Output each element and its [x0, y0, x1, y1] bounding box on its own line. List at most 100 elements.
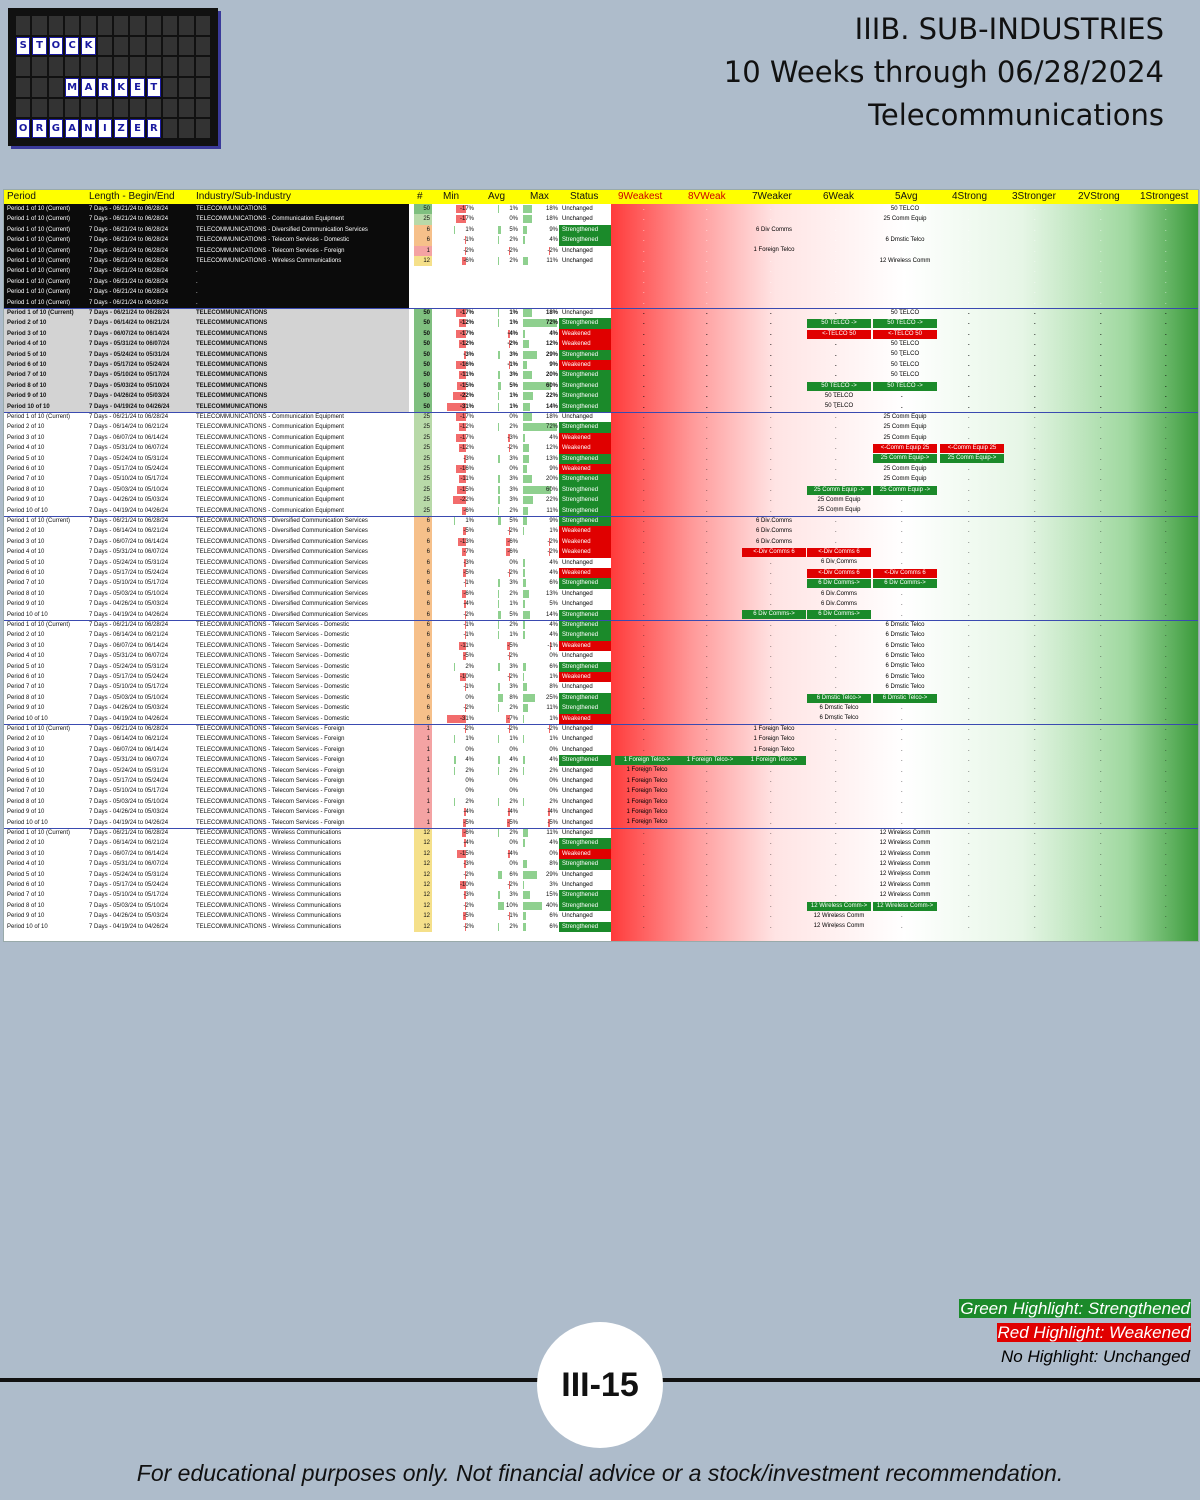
value-bar: [506, 537, 510, 546]
logo-letter: S: [16, 36, 31, 56]
empty-grade-dot: .: [1034, 757, 1036, 764]
empty-grade-dot: .: [1165, 570, 1167, 576]
empty-grade-dot: .: [901, 226, 903, 233]
value-bar: [523, 475, 533, 484]
empty-grade-dot: .: [643, 705, 645, 712]
table-row: Period 8 of 10 7 Days - 05/03/24 to 05/10…: [4, 692, 1198, 704]
length-cell: 7 Days - 06/21/24 to 06/28/24: [89, 206, 169, 212]
empty-grade-dot: .: [706, 674, 708, 680]
empty-grade-dot: .: [835, 268, 837, 275]
empty-grade-dot: .: [835, 372, 837, 379]
industry-cell: TELECOMMUNICATIONS - Wireless Communicat…: [196, 830, 342, 836]
value-bar: [523, 829, 529, 837]
table-row: Period 5 of 10 7 Days - 05/24/24 to 05/31…: [4, 869, 1198, 880]
status-badge: Unchanged: [562, 601, 593, 608]
empty-grade-dot: .: [901, 653, 903, 660]
value-bar: [523, 912, 526, 921]
period-cell: Period 1 of 10 (Current): [7, 258, 71, 264]
period-cell: Period 3 of 10: [7, 538, 45, 545]
count-cell: 50: [414, 370, 432, 381]
length-cell: 7 Days - 05/17/24 to 05/24/24: [89, 882, 169, 888]
logo-tile: [32, 98, 47, 118]
min-cell: -3%: [463, 860, 474, 869]
min-cell: -17%: [434, 329, 474, 339]
empty-grade-dot: .: [643, 310, 645, 316]
value-bar: [508, 444, 510, 453]
empty-grade-dot: .: [643, 268, 645, 275]
value-bar: [523, 558, 525, 567]
empty-grade-dot: .: [968, 663, 970, 670]
value-bar: [498, 423, 500, 432]
empty-grade-dot: .: [706, 601, 708, 608]
empty-grade-dot: .: [1165, 736, 1167, 743]
status-badge: Strengthened: [559, 453, 611, 464]
empty-grade-dot: .: [901, 840, 903, 847]
empty-grade-dot: .: [1165, 289, 1167, 296]
period-cell: Period 8 of 10: [7, 382, 47, 389]
industry-cell: TELECOMMUNICATIONS - Communication Equip…: [196, 445, 344, 452]
empty-grade-dot: .: [770, 882, 772, 888]
empty-grade-dot: .: [770, 778, 772, 784]
avg-cell: 3%: [478, 682, 518, 692]
min-cell: -3%: [463, 350, 474, 359]
empty-grade-dot: .: [706, 882, 708, 888]
value-bar: [498, 891, 500, 900]
industry-cell: TELECOMMUNICATIONS: [196, 310, 268, 316]
empty-grade-dot: .: [643, 840, 645, 847]
length-cell: 7 Days - 04/26/24 to 05/03/24: [89, 601, 169, 608]
empty-grade-dot: .: [1165, 424, 1167, 431]
avg-cell: 1%: [498, 600, 518, 609]
empty-grade-dot: .: [770, 216, 772, 223]
title-line-1: IIIB. SUB-INDUSTRIES: [854, 12, 1164, 46]
empty-grade-dot: .: [1165, 518, 1167, 524]
industry-cell: TELECOMMUNICATIONS - Wireless Communicat…: [196, 913, 342, 920]
empty-grade-dot: .: [1100, 289, 1102, 296]
max-cell: 4%: [522, 235, 558, 245]
logo-letter: A: [81, 77, 96, 97]
col-industry: Industry/Sub-Industry: [196, 191, 292, 202]
value-bar: [464, 891, 466, 900]
avg-cell: 1%: [498, 205, 518, 213]
count-cell: 25: [414, 453, 432, 464]
empty-grade-dot: .: [1034, 393, 1036, 400]
empty-grade-dot: .: [1165, 434, 1167, 441]
empty-grade-dot: .: [706, 216, 708, 223]
empty-grade-dot: .: [835, 289, 837, 296]
logo-tile: [81, 57, 96, 76]
table-row: Period 5 of 10 7 Days - 05/24/24 to 05/31…: [4, 661, 1198, 672]
table-row: Period 4 of 10 7 Days - 05/31/24 to 06/07…: [4, 443, 1198, 454]
max-cell: 4%: [522, 838, 558, 848]
value-bar: [523, 621, 525, 629]
status-badge: Weakened: [559, 443, 611, 454]
logo-tile: [32, 57, 47, 76]
empty-grade-dot: .: [1034, 455, 1036, 462]
length-cell: 7 Days - 05/24/24 to 05/31/24: [89, 871, 169, 878]
count-cell: 50: [414, 391, 432, 402]
empty-grade-dot: .: [1034, 237, 1036, 244]
empty-grade-dot: .: [1100, 258, 1102, 264]
empty-grade-dot: .: [1100, 736, 1102, 743]
empty-grade-dot: .: [1165, 528, 1167, 535]
value-bar: [523, 756, 525, 765]
status-badge: Weakened: [559, 339, 611, 350]
grade-marker: 6 Div Comms->: [807, 610, 871, 620]
empty-grade-dot: .: [770, 518, 772, 524]
min-cell: 0%: [465, 788, 474, 795]
value-bar: [464, 454, 466, 463]
empty-grade-dot: .: [706, 247, 708, 254]
empty-grade-dot: .: [706, 559, 708, 566]
count-cell: 25: [414, 214, 432, 225]
industry-cell: TELECOMMUNICATIONS - Diversified Communi…: [196, 580, 368, 587]
length-cell: 7 Days - 06/07/24 to 06/14/24: [89, 538, 169, 545]
empty-grade-dot: .: [1034, 310, 1036, 316]
value-bar: [523, 454, 530, 463]
length-cell: 7 Days - 05/03/24 to 05/10/24: [89, 694, 169, 701]
empty-grade-dot: .: [835, 726, 837, 732]
table-row: Period 6 of 10 7 Days - 05/17/24 to 05/24…: [4, 360, 1198, 371]
industry-cell: TELECOMMUNICATIONS - Communication Equip…: [196, 476, 344, 483]
avg-cell: 2%: [478, 235, 518, 245]
empty-grade-dot: .: [1165, 861, 1167, 868]
max-cell: 6%: [522, 662, 558, 672]
value-bar: [452, 392, 466, 401]
empty-grade-dot: .: [770, 840, 772, 847]
